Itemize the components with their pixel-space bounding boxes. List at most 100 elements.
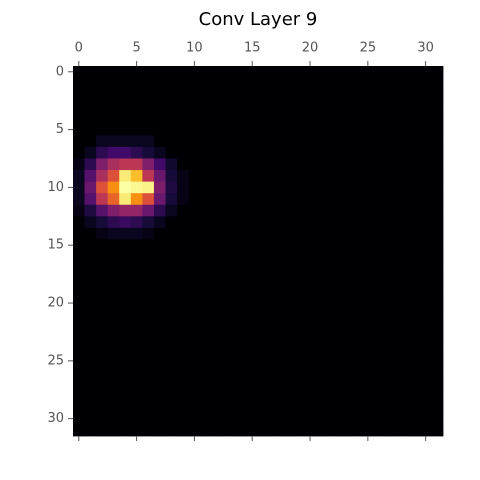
- cell: [408, 355, 421, 368]
- cell: [327, 297, 340, 310]
- cell: [234, 204, 247, 217]
- cell: [165, 227, 178, 240]
- cell: [107, 66, 120, 78]
- cell: [269, 216, 282, 229]
- cell: [385, 401, 398, 414]
- cell: [177, 170, 190, 183]
- cell: [96, 158, 109, 171]
- cell: [188, 424, 201, 437]
- cell: [84, 204, 97, 217]
- cell: [258, 146, 270, 159]
- cell: [177, 158, 190, 171]
- cell: [119, 204, 132, 217]
- cell: [292, 100, 305, 113]
- cell: [431, 239, 444, 252]
- cell: [304, 378, 317, 391]
- cell: [73, 389, 85, 402]
- cell: [281, 112, 294, 125]
- cell: [119, 389, 132, 402]
- cell: [304, 366, 317, 379]
- cell: [315, 181, 328, 194]
- cell: [165, 170, 178, 183]
- cell: [142, 158, 155, 171]
- cell: [362, 239, 375, 252]
- cell: [362, 412, 375, 425]
- cell: [373, 77, 386, 90]
- cell: [385, 89, 398, 102]
- cell: [73, 274, 85, 287]
- cell: [153, 262, 166, 275]
- cell: [327, 227, 340, 240]
- cell: [142, 100, 155, 113]
- cell: [153, 355, 166, 368]
- cell: [362, 355, 375, 368]
- cell: [269, 158, 282, 171]
- cell: [408, 112, 421, 125]
- cell: [281, 123, 294, 136]
- cell: [142, 274, 155, 287]
- cell: [315, 355, 328, 368]
- cell: [234, 251, 247, 263]
- cell: [165, 216, 178, 229]
- cell: [338, 112, 351, 125]
- cell: [362, 170, 375, 183]
- cell: [153, 366, 166, 379]
- cell: [130, 204, 143, 217]
- cell: [338, 297, 351, 310]
- cell: [385, 239, 398, 252]
- cell: [431, 77, 444, 90]
- cell: [130, 274, 143, 287]
- cell: [269, 239, 282, 252]
- cell: [327, 89, 340, 102]
- cell: [408, 251, 421, 263]
- cell: [396, 366, 409, 379]
- cell: [165, 401, 178, 414]
- cell: [292, 227, 305, 240]
- cell: [246, 89, 259, 102]
- cell: [304, 227, 317, 240]
- cell: [223, 285, 236, 298]
- cell: [408, 77, 421, 90]
- cell: [153, 401, 166, 414]
- cell: [130, 251, 143, 263]
- cell: [315, 204, 328, 217]
- cell: [211, 401, 224, 414]
- cell: [373, 181, 386, 194]
- cell: [73, 355, 85, 368]
- cell: [431, 251, 444, 263]
- cell: [431, 297, 444, 310]
- cell: [292, 262, 305, 275]
- cell: [327, 158, 340, 171]
- cell: [292, 355, 305, 368]
- cell: [385, 135, 398, 148]
- cell: [234, 401, 247, 414]
- cell: [223, 170, 236, 183]
- cell: [246, 181, 259, 194]
- cell: [362, 193, 375, 206]
- x-tick-label: 20: [302, 41, 319, 56]
- cell: [327, 366, 340, 379]
- cell: [385, 262, 398, 275]
- cell: [269, 401, 282, 414]
- cell: [211, 170, 224, 183]
- cell: [338, 170, 351, 183]
- cell: [119, 181, 132, 194]
- cell: [281, 285, 294, 298]
- cell: [362, 216, 375, 229]
- cell: [119, 262, 132, 275]
- cell: [419, 331, 432, 344]
- x-tick-label: 5: [132, 41, 140, 56]
- cell: [96, 112, 109, 125]
- cell: [73, 204, 85, 217]
- cell: [338, 262, 351, 275]
- cell: [338, 146, 351, 159]
- cell: [73, 77, 85, 90]
- cell: [385, 331, 398, 344]
- cell: [258, 308, 270, 321]
- cell: [373, 378, 386, 391]
- cell: [153, 285, 166, 298]
- cell: [177, 262, 190, 275]
- cell: [96, 251, 109, 263]
- cell: [338, 343, 351, 356]
- cell: [211, 285, 224, 298]
